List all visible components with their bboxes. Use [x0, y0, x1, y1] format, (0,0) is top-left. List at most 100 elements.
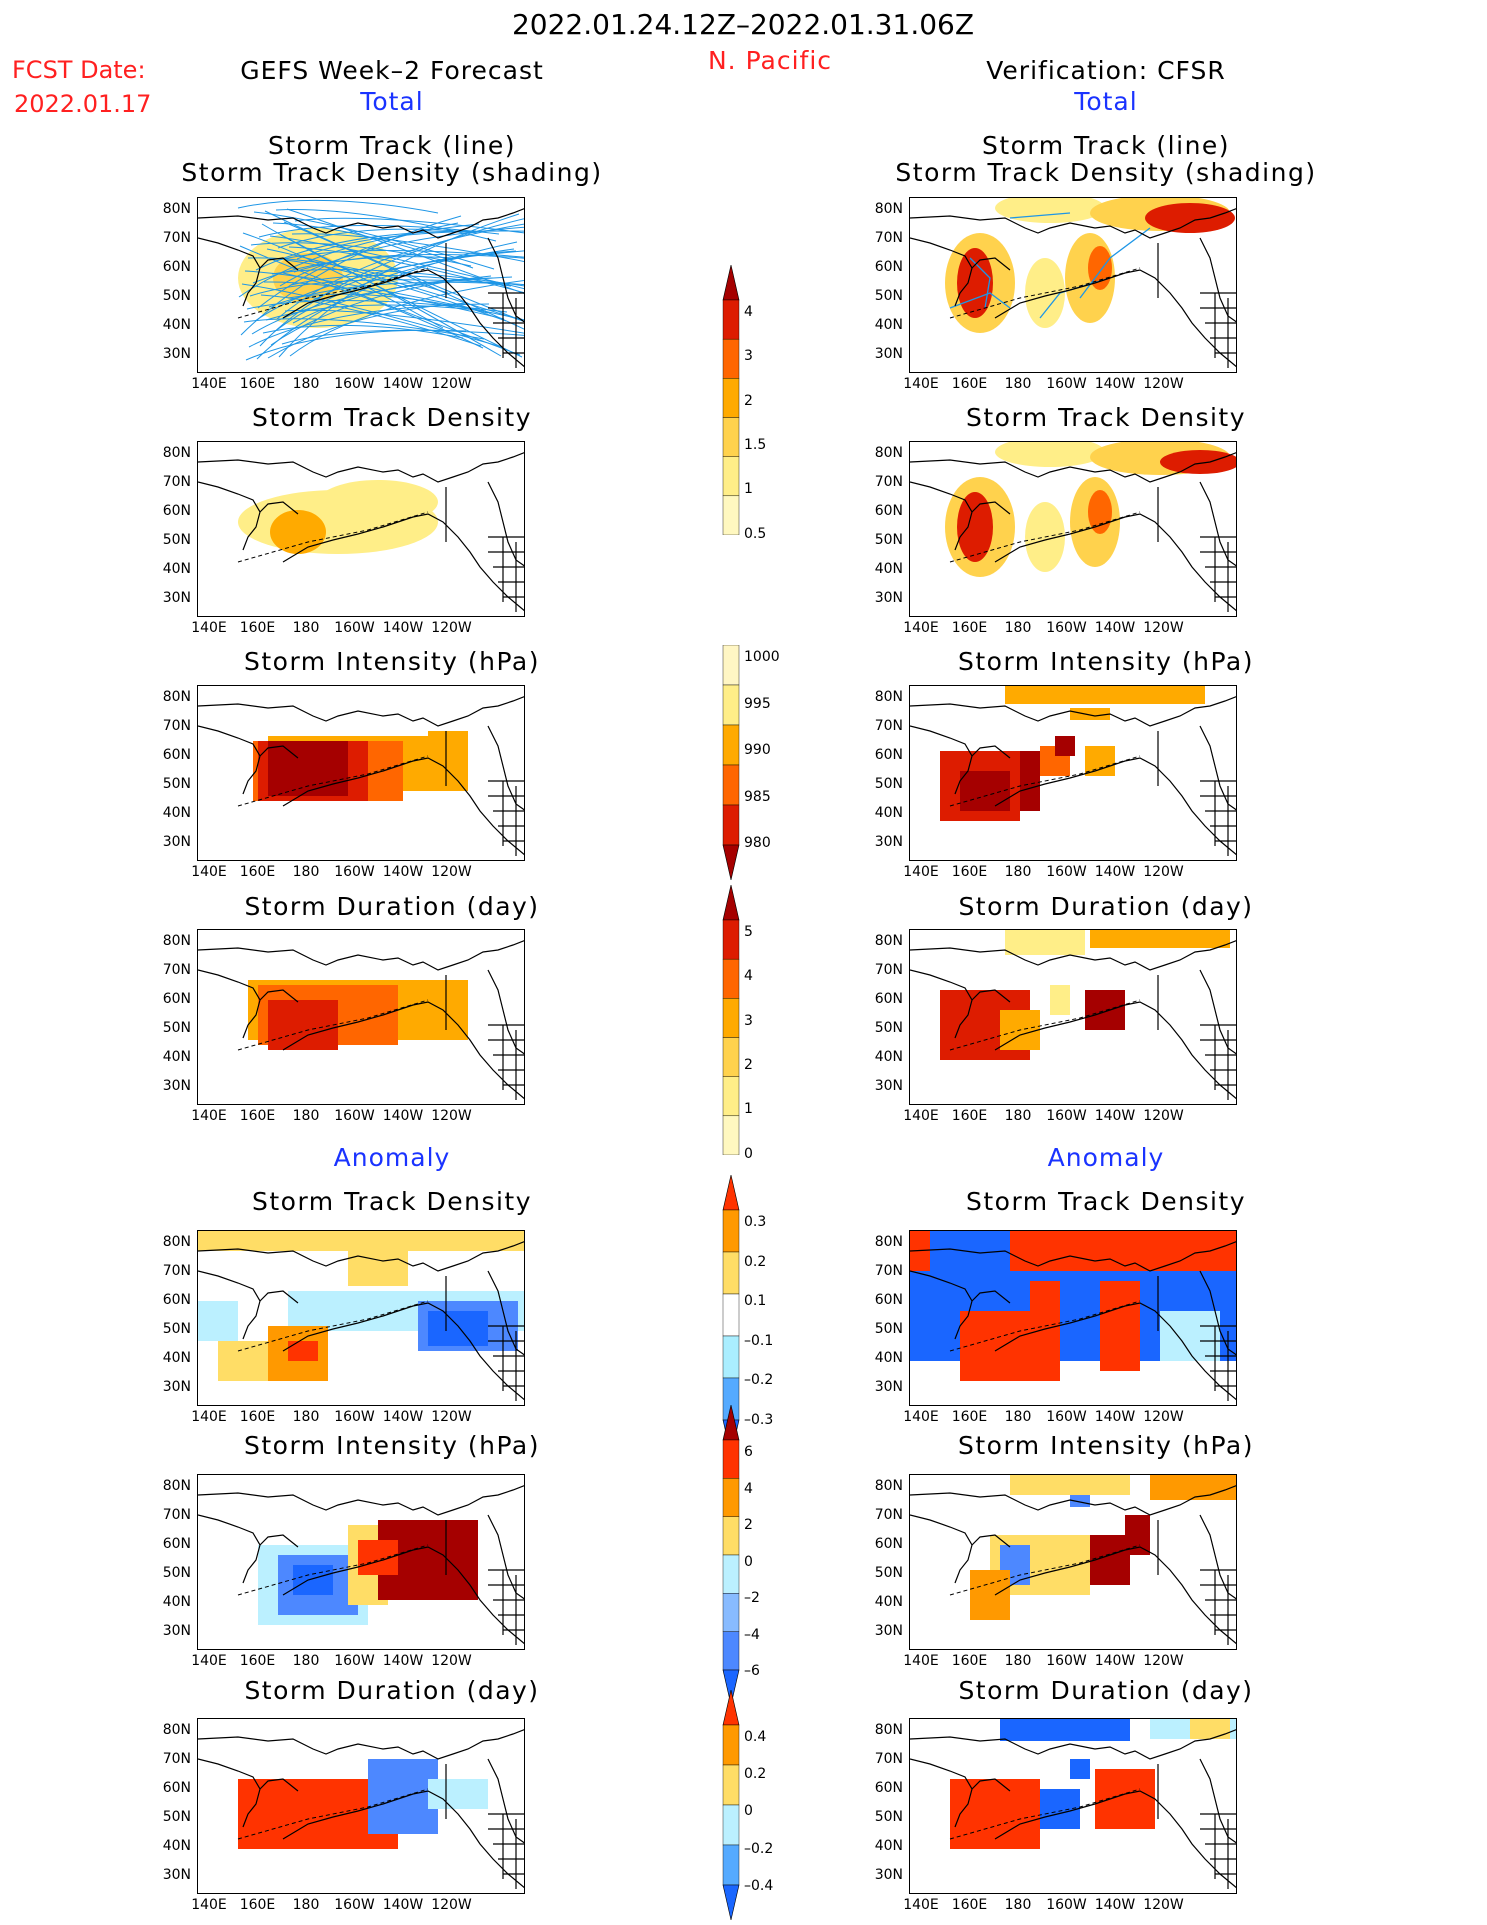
title-track-line-left: Storm Track (line)	[267, 131, 517, 160]
lat-tick-label: 80N	[874, 933, 903, 949]
map-panel-duration-anom-left	[197, 1718, 525, 1894]
lon-tick-label: 140W	[382, 864, 424, 880]
lat-tick-label: 30N	[874, 1078, 903, 1094]
lon-tick-label: 160E	[239, 1653, 276, 1669]
lon-tick-label: 140W	[382, 1409, 424, 1425]
colorbar-tick-label: –0.3	[744, 1412, 774, 1429]
lon-tick-label: 160W	[1046, 1653, 1087, 1669]
lat-tick-label: 30N	[874, 834, 903, 850]
lat-tick-label: 40N	[162, 805, 191, 821]
colorbar-tick-label: –0.4	[744, 1877, 774, 1894]
title-density-anom-left: Storm Track Density	[251, 1187, 533, 1216]
colorbar-tick-label: 0.1	[744, 1293, 767, 1310]
lon-tick-label: 160W	[334, 620, 375, 636]
lon-tick-label: 120W	[431, 376, 472, 392]
map-panel-intensity-total-right	[909, 685, 1237, 861]
lat-tick-label: 50N	[162, 776, 191, 792]
colorbar-tick-label: 6	[744, 1444, 753, 1460]
lon-tick-label: 160W	[1046, 1897, 1087, 1913]
lon-tick-label: 160E	[951, 1108, 988, 1124]
lat-tick-label: 40N	[874, 1350, 903, 1366]
map-panel-duration-total-left	[197, 929, 525, 1105]
colorbar-tick-label: 3	[744, 348, 753, 365]
colorbar-tick-label: –0.2	[744, 1840, 774, 1857]
title-density-anom-right: Storm Track Density	[965, 1187, 1247, 1216]
lat-tick-label: 80N	[874, 201, 903, 217]
lat-tick-label: 50N	[874, 532, 903, 548]
lat-tick-label: 70N	[874, 230, 903, 246]
map-panel-track-total-right	[909, 197, 1237, 373]
lon-tick-label: 140W	[1094, 1653, 1136, 1669]
colorbar-duration-total	[722, 884, 740, 1159]
lon-tick-label: 120W	[431, 1653, 472, 1669]
lat-tick-label: 60N	[162, 1780, 191, 1796]
colorbar-tick-label: 0.4	[744, 1729, 767, 1745]
colorbar-tick-label: 0	[744, 1553, 753, 1570]
lat-tick-label: 70N	[162, 962, 191, 978]
lat-tick-label: 40N	[874, 561, 903, 577]
forecast-column-title: GEFS Week–2 Forecast	[240, 56, 544, 85]
lat-tick-label: 80N	[874, 1478, 903, 1494]
title-intensity-left: Storm Intensity (hPa)	[244, 647, 540, 676]
lat-tick-label: 50N	[874, 776, 903, 792]
lat-tick-label: 70N	[162, 474, 191, 490]
map-panel-duration-total-right	[909, 929, 1237, 1105]
title-track-shading-right: Storm Track Density (shading)	[895, 158, 1317, 187]
colorbar-tick-label: 1.5	[744, 437, 767, 454]
lon-tick-label: 160E	[951, 864, 988, 880]
lon-tick-label: 140W	[1094, 864, 1136, 880]
lon-tick-label: 120W	[431, 1897, 472, 1913]
colorbar-tick-label: –0.1	[744, 1332, 774, 1349]
lon-tick-label: 140E	[191, 1653, 227, 1669]
lon-tick-label: 180	[1004, 376, 1032, 392]
colorbar-tick-label: 3	[744, 1012, 753, 1029]
lat-tick-label: 50N	[874, 288, 903, 304]
lon-tick-label: 120W	[1143, 1897, 1184, 1913]
colorbar-tick-label: 0	[744, 1145, 753, 1162]
lat-tick-label: 40N	[162, 561, 191, 577]
lat-tick-label: 50N	[874, 1565, 903, 1581]
lat-tick-label: 30N	[162, 1379, 191, 1395]
lon-tick-label: 180	[292, 376, 320, 392]
lat-tick-label: 60N	[874, 259, 903, 275]
lon-tick-label: 140E	[903, 1108, 939, 1124]
lat-tick-label: 40N	[874, 1049, 903, 1065]
lon-tick-label: 160W	[334, 1897, 375, 1913]
lon-tick-label: 120W	[1143, 1108, 1184, 1124]
lat-tick-label: 30N	[162, 1867, 191, 1883]
lat-tick-label: 80N	[874, 1722, 903, 1738]
lat-tick-label: 40N	[874, 1838, 903, 1854]
region-title: N. Pacific	[707, 46, 833, 75]
lat-tick-label: 60N	[874, 747, 903, 763]
lat-tick-label: 30N	[874, 590, 903, 606]
lat-tick-label: 80N	[162, 1478, 191, 1494]
lon-tick-label: 180	[292, 864, 320, 880]
lon-tick-label: 180	[1004, 1897, 1032, 1913]
lat-tick-label: 80N	[162, 1234, 191, 1250]
map-panel-track-total-left	[197, 197, 525, 373]
lon-tick-label: 120W	[1143, 1653, 1184, 1669]
lat-tick-label: 70N	[874, 718, 903, 734]
lon-tick-label: 160E	[951, 1653, 988, 1669]
colorbar-tick-label: 1000	[744, 649, 780, 665]
lon-tick-label: 120W	[431, 1108, 472, 1124]
lat-tick-label: 70N	[162, 718, 191, 734]
lon-tick-label: 120W	[1143, 376, 1184, 392]
lat-tick-label: 60N	[874, 991, 903, 1007]
colorbar-tick-label: 0.2	[744, 1766, 767, 1783]
lat-tick-label: 40N	[874, 1594, 903, 1610]
lat-tick-label: 40N	[162, 1049, 191, 1065]
map-panel-density-total-right	[909, 441, 1237, 617]
lon-tick-label: 160E	[951, 1897, 988, 1913]
lon-tick-label: 160E	[951, 1409, 988, 1425]
lat-tick-label: 70N	[874, 1263, 903, 1279]
lat-tick-label: 30N	[874, 346, 903, 362]
lon-tick-label: 140W	[1094, 1108, 1136, 1124]
colorbar-tick-label: 0.2	[744, 1253, 767, 1270]
lat-tick-label: 80N	[874, 689, 903, 705]
lat-tick-label: 30N	[162, 346, 191, 362]
lon-tick-label: 160W	[334, 1409, 375, 1425]
total-label-left: Total	[360, 87, 424, 116]
lat-tick-label: 40N	[874, 317, 903, 333]
colorbar-tick-label: –4	[744, 1626, 760, 1643]
